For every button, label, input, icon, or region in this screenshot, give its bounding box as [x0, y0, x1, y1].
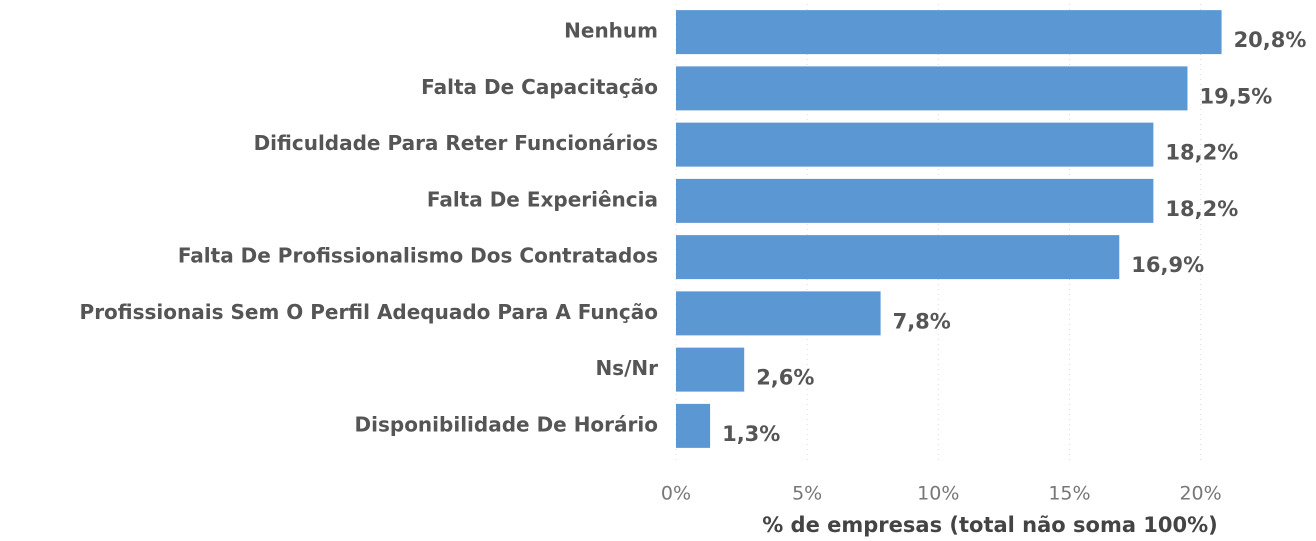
data-label: 2,6% — [756, 366, 814, 390]
x-tick-label: 10% — [917, 483, 959, 505]
data-label: 19,5% — [1199, 84, 1272, 108]
y-tick-label: Falta De Profissionalismo Dos Contratado… — [178, 244, 658, 268]
bar — [676, 122, 1154, 167]
x-tick-label: 5% — [792, 483, 822, 505]
data-label: 18,2% — [1165, 141, 1238, 165]
bar — [676, 403, 711, 448]
y-tick-label: Ns/Nr — [595, 356, 658, 380]
data-label: 18,2% — [1165, 197, 1238, 221]
x-tick-label: 0% — [661, 483, 691, 505]
bar — [676, 235, 1120, 280]
x-tick-label: 20% — [1179, 483, 1221, 505]
y-tick-label: Dificuldade Para Reter Funcionários — [254, 131, 658, 155]
bar — [676, 66, 1188, 111]
bar — [676, 347, 745, 392]
x-axis-title: % de empresas (total não soma 100%) — [762, 513, 1218, 537]
y-tick-label: Falta De Experiência — [427, 187, 658, 211]
y-tick-label: Falta De Capacitação — [421, 75, 658, 99]
y-tick-label: Profissionais Sem O Perfil Adequado Para… — [80, 300, 658, 324]
data-label: 1,3% — [722, 422, 780, 446]
y-tick-label: Nenhum — [564, 19, 658, 43]
bar — [676, 10, 1222, 55]
y-tick-label: Disponibilidade De Horário — [355, 412, 658, 436]
data-label: 16,9% — [1131, 253, 1204, 277]
x-tick-label: 15% — [1048, 483, 1090, 505]
data-label: 7,8% — [893, 309, 951, 333]
bar — [676, 291, 881, 336]
bar — [676, 178, 1154, 223]
data-label: 20,8% — [1234, 28, 1307, 52]
